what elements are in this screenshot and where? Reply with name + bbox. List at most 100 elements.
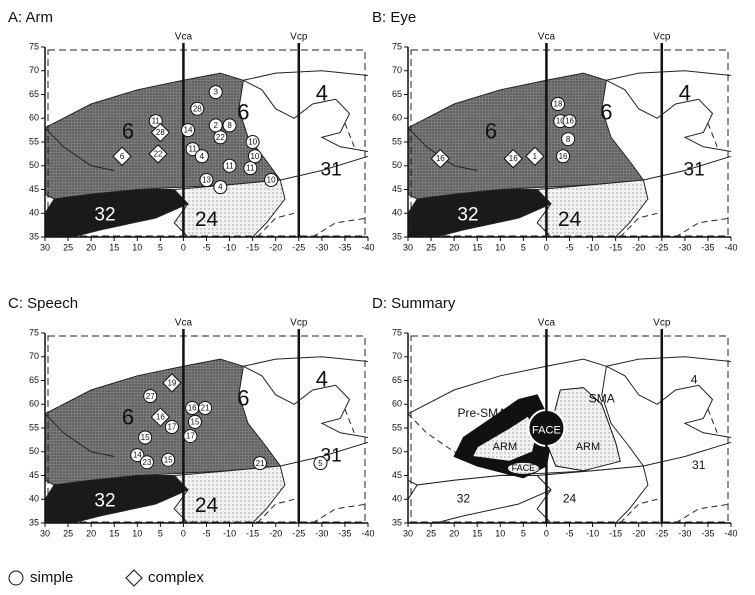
panel: C: Speech302520151050-5-10-15-20-25-30-3…	[8, 295, 375, 538]
x-tick-label: 30	[40, 242, 50, 252]
site-label: 4	[200, 152, 205, 161]
y-tick-label: 75	[29, 41, 39, 51]
region-label: 4	[691, 373, 698, 387]
x-tick-label: -40	[724, 528, 737, 538]
site-label: 21	[256, 459, 265, 468]
x-tick-label: 25	[63, 528, 73, 538]
panel-title: C: Speech	[8, 295, 78, 312]
x-tick-label: -35	[338, 242, 351, 252]
x-tick-label: 0	[544, 242, 549, 252]
y-tick-label: 50	[29, 446, 39, 456]
region-label: 32	[457, 205, 478, 226]
y-tick-label: 60	[29, 399, 39, 409]
sulcus-dashed	[676, 504, 731, 523]
x-tick-label: -15	[246, 528, 259, 538]
area-4-boundary	[243, 80, 368, 151]
site-label: 16	[565, 117, 574, 126]
region-label: 32	[94, 491, 115, 512]
region-label: 31	[684, 160, 705, 181]
reference-label: Vca	[175, 318, 193, 329]
site-label: 10	[250, 152, 259, 161]
region-label: 24	[195, 208, 219, 231]
x-tick-label: 10	[132, 242, 142, 252]
reference-label: Vca	[538, 318, 556, 329]
x-tick-label: -15	[246, 242, 259, 252]
site-label: 17	[186, 432, 195, 441]
site-label: 3	[214, 88, 219, 97]
sulcus-dashed	[313, 504, 368, 523]
y-tick-label: 50	[392, 160, 402, 170]
site-label: 28	[156, 128, 165, 137]
x-tick-label: -10	[223, 242, 236, 252]
area-24	[537, 180, 648, 237]
reference-label: Vcp	[290, 318, 308, 329]
y-tick-label: 45	[392, 184, 402, 194]
y-tick-label: 50	[29, 160, 39, 170]
site-label: 22	[216, 133, 225, 142]
site-label: 11	[189, 145, 198, 154]
region-label: 32	[94, 205, 115, 226]
x-tick-label: 15	[472, 528, 482, 538]
x-tick-label: -15	[609, 528, 622, 538]
y-tick-label: 40	[392, 208, 402, 218]
x-tick-label: -30	[315, 242, 328, 252]
x-tick-label: 10	[132, 528, 142, 538]
y-tick-label: 70	[392, 351, 402, 361]
x-tick-label: -40	[361, 528, 374, 538]
x-tick-label: 5	[521, 242, 526, 252]
region-label: 4	[316, 366, 328, 391]
x-tick-label: -40	[361, 242, 374, 252]
region-label: SMA	[589, 392, 615, 406]
site-label: 2	[214, 121, 219, 130]
site-label: 14	[133, 451, 142, 460]
legend-diamond	[126, 570, 142, 586]
area-4-outline	[243, 357, 368, 367]
region-label: 31	[692, 458, 706, 472]
x-tick-label: 0	[181, 528, 186, 538]
y-tick-label: 65	[392, 89, 402, 99]
panel-title: D: Summary	[372, 295, 456, 312]
x-tick-label: -30	[678, 528, 691, 538]
x-tick-label: 25	[63, 242, 73, 252]
region-label: 24	[563, 491, 577, 505]
x-tick-label: 5	[521, 528, 526, 538]
area-4-outline	[243, 71, 368, 81]
site-label: 18	[554, 100, 563, 109]
y-tick-label: 35	[392, 231, 402, 241]
x-tick-label: -10	[586, 528, 599, 538]
reference-label: Vcp	[653, 318, 671, 329]
site-label: 16	[509, 154, 518, 163]
sulcus-dashed	[345, 409, 354, 433]
legend-label: simple	[30, 569, 73, 586]
reference-label: Vcp	[290, 32, 308, 43]
site-label: 10	[267, 176, 276, 185]
site-label: 1	[533, 152, 538, 161]
reference-label: Vca	[175, 32, 193, 43]
y-tick-label: 55	[392, 422, 402, 432]
region-label: 6	[122, 118, 134, 143]
region-label: 6	[237, 385, 249, 410]
x-tick-label: 0	[544, 528, 549, 538]
x-tick-label: 15	[109, 528, 119, 538]
x-tick-label: 10	[495, 528, 505, 538]
y-tick-label: 45	[392, 470, 402, 480]
panel: A: Arm302520151050-5-10-15-20-25-30-35-4…	[8, 9, 375, 252]
x-tick-label: 15	[109, 242, 119, 252]
region-label: 31	[321, 160, 342, 181]
site-label: 6	[120, 152, 125, 161]
region-label: ARM	[576, 441, 600, 453]
y-tick-label: 50	[392, 446, 402, 456]
y-tick-label: 40	[392, 494, 402, 504]
site-label: 13	[202, 176, 211, 185]
region-label: 6	[600, 99, 612, 124]
site-label: 15	[141, 433, 150, 442]
y-tick-label: 45	[29, 470, 39, 480]
x-tick-label: 25	[426, 528, 436, 538]
x-tick-label: 20	[86, 242, 96, 252]
site-label: 28	[193, 104, 202, 113]
x-tick-label: 5	[158, 242, 163, 252]
x-tick-label: 10	[495, 242, 505, 252]
x-tick-label: -20	[269, 242, 282, 252]
site-label: 10	[248, 138, 257, 147]
